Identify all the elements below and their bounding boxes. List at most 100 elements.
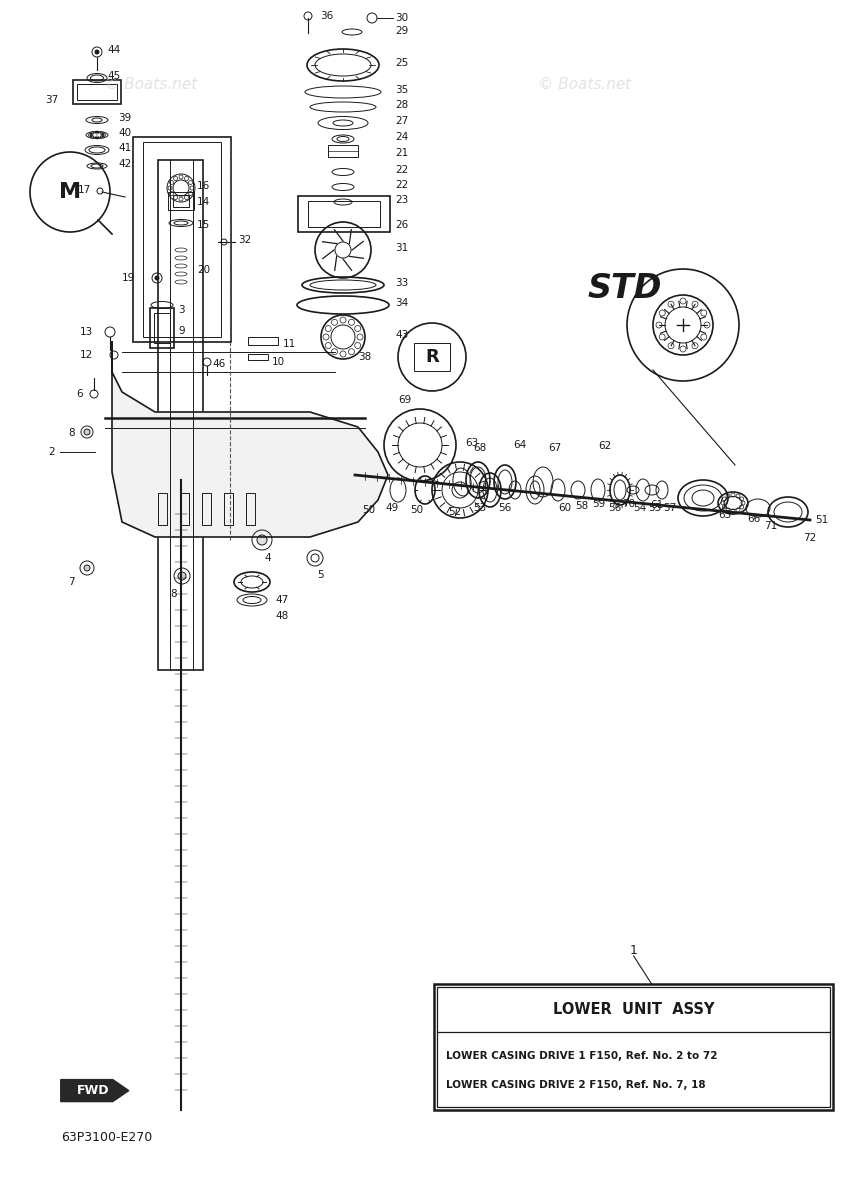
Text: FWD: FWD [76,1084,109,1097]
Text: 15: 15 [197,220,210,230]
Text: 32: 32 [238,235,251,245]
Text: 24: 24 [395,132,408,142]
Bar [202,493,211,526]
Text: 64: 64 [513,440,526,450]
Text: 70: 70 [622,499,635,509]
Text: 2: 2 [48,446,55,457]
Text: 10: 10 [272,358,285,367]
Text: 6: 6 [76,389,82,398]
Text: R: R [425,348,439,366]
Text: 9: 9 [178,326,185,336]
Text: 48: 48 [275,611,288,622]
Bar [158,493,167,526]
Text: 62: 62 [598,440,611,451]
Text: 28: 28 [395,100,408,110]
Bar [173,194,189,206]
Text: 47: 47 [275,595,288,605]
Text: 66: 66 [747,514,760,524]
Bar [308,200,380,227]
Text: 38: 38 [358,352,372,362]
Bar [246,493,255,526]
Text: 54: 54 [633,503,647,514]
Text: 46: 46 [212,359,226,370]
Text: 63: 63 [465,438,478,448]
Text: 29: 29 [395,26,408,36]
Text: 59: 59 [592,499,605,509]
Bar [248,354,268,360]
Text: 51: 51 [815,515,828,526]
Bar [168,192,194,210]
Text: 42: 42 [118,158,131,169]
Text: 35: 35 [395,85,408,95]
Text: 71: 71 [764,521,777,530]
Circle shape [178,572,186,580]
Circle shape [84,565,90,571]
Text: 57: 57 [663,503,676,514]
Text: 25: 25 [395,58,408,68]
Circle shape [95,50,99,54]
Polygon shape [112,342,388,538]
Text: 40: 40 [118,128,131,138]
Text: 23: 23 [395,194,408,205]
Text: 20: 20 [197,265,210,275]
Bar [180,493,189,526]
Text: 8: 8 [68,428,75,438]
Bar [328,145,358,157]
Text: 58: 58 [575,502,589,511]
Text: 11: 11 [283,338,296,349]
Text: 16: 16 [197,181,210,191]
Text: 50: 50 [362,505,375,515]
Polygon shape [61,1080,128,1102]
Text: STD: STD [588,271,662,305]
Text: 5: 5 [317,570,324,580]
Text: 33: 33 [395,278,408,288]
Bar [248,337,278,346]
Text: 26: 26 [395,220,408,230]
Text: 22: 22 [395,180,408,190]
Text: 41: 41 [118,143,131,152]
Text: 43: 43 [395,330,408,340]
Text: LOWER CASING DRIVE 1 F150, Ref. No. 2 to 72: LOWER CASING DRIVE 1 F150, Ref. No. 2 to… [446,1051,718,1061]
Text: 44: 44 [107,44,121,55]
Text: 1: 1 [629,943,638,956]
Text: 14: 14 [197,197,210,206]
Bar [150,308,174,348]
Text: © Boats.net: © Boats.net [538,77,631,91]
Bar [158,160,203,670]
Bar [77,84,117,100]
Bar [414,343,450,371]
Bar [437,986,831,1106]
Text: 45: 45 [107,71,121,80]
Bar [133,137,231,342]
Text: 27: 27 [395,116,408,126]
Text: 39: 39 [118,113,131,122]
Text: 36: 36 [320,11,333,20]
Text: © Boats.net: © Boats.net [104,77,197,91]
Text: LOWER CASING DRIVE 2 F150, Ref. No. 7, 18: LOWER CASING DRIVE 2 F150, Ref. No. 7, 1… [446,1080,706,1090]
Text: 55: 55 [648,503,661,514]
Text: 17: 17 [78,185,91,194]
Text: 61: 61 [650,500,663,510]
Text: 72: 72 [803,533,816,542]
Text: 53: 53 [473,503,486,514]
Text: 37: 37 [45,95,58,104]
Text: 69: 69 [398,395,411,404]
Text: 4: 4 [264,553,271,563]
Text: 56: 56 [608,503,621,514]
Text: 50: 50 [410,505,423,515]
Text: 52: 52 [448,506,461,517]
Text: 12: 12 [80,350,93,360]
Text: LOWER  UNIT  ASSY: LOWER UNIT ASSY [553,1002,714,1016]
Text: 68: 68 [473,443,486,452]
Bar [434,984,833,1110]
Text: 7: 7 [68,577,75,587]
Text: 3: 3 [178,305,185,314]
Bar [298,196,390,232]
Text: 30: 30 [395,13,408,23]
Bar [154,313,170,343]
Text: 21: 21 [395,148,408,158]
Bar [73,80,121,104]
Circle shape [84,428,90,434]
Text: 60: 60 [558,503,571,514]
Text: 31: 31 [395,242,408,253]
